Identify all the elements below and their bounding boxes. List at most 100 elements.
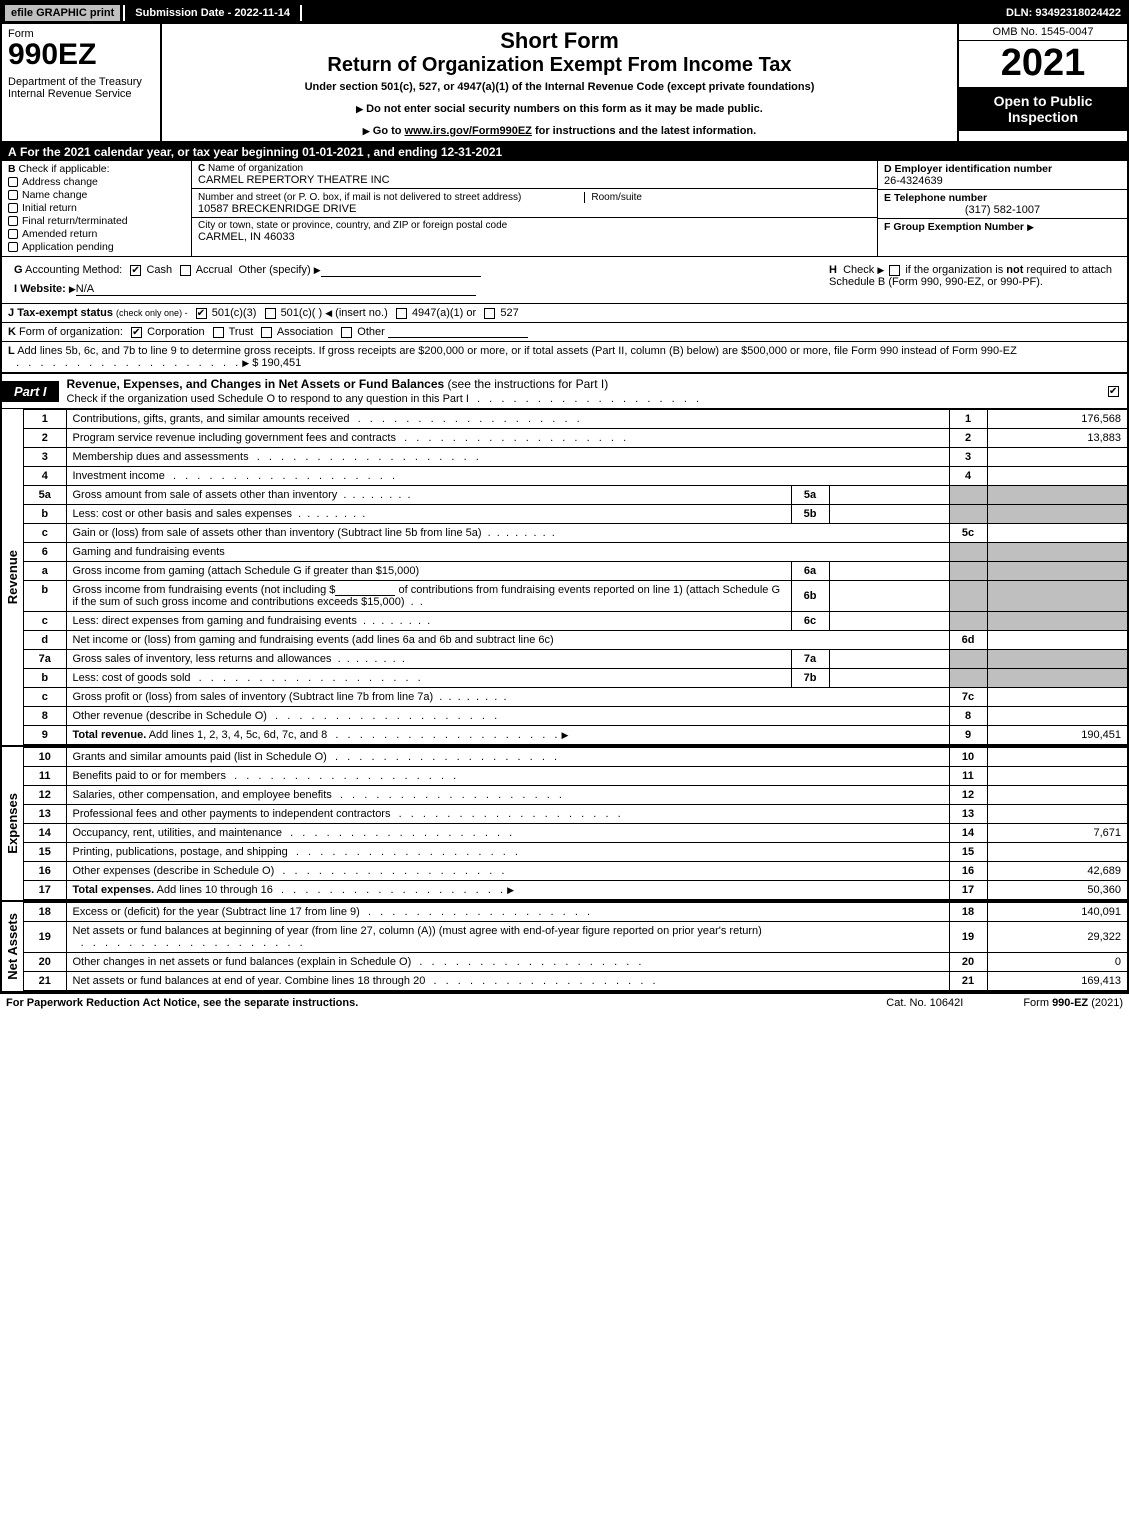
k-trust: Trust [229, 326, 254, 338]
i-website: I Website: N/A [8, 280, 811, 299]
l9-val: 190,451 [987, 726, 1127, 745]
g-cash: Cash [146, 264, 172, 276]
checkbox-501c[interactable] [265, 308, 276, 319]
irs-link[interactable]: www.irs.gov/Form990EZ [405, 125, 532, 137]
ein-value: 26-4324639 [884, 175, 1121, 187]
arrow-icon [877, 264, 884, 276]
form-header: Form 990EZ Department of the Treasury In… [2, 24, 1127, 143]
chk-final[interactable]: Final return/terminated [8, 215, 185, 227]
l7b-box: 7b [791, 669, 829, 688]
opt-initial: Initial return [22, 202, 77, 214]
chk-amended[interactable]: Amended return [8, 228, 185, 240]
i-label: Website: [20, 283, 66, 295]
g-accounting: G Accounting Method: Cash Accrual Other … [2, 257, 817, 303]
checkbox-cash[interactable] [130, 265, 141, 276]
arrow-icon [242, 357, 249, 369]
footer-left: For Paperwork Reduction Act Notice, see … [6, 997, 358, 1009]
c-city-label: City or town, state or province, country… [198, 220, 871, 231]
form-container: efile GRAPHIC print Submission Date - 20… [0, 0, 1129, 993]
chk-pending[interactable]: Application pending [8, 241, 185, 253]
arrow-icon [69, 283, 76, 295]
c-addr-label: Number and street (or P. O. box, if mail… [198, 192, 521, 203]
l16-val: 42,689 [987, 862, 1127, 881]
l12-val [987, 786, 1127, 805]
l5c-val [987, 524, 1127, 543]
line-10: 10Grants and similar amounts paid (list … [24, 748, 1127, 767]
row-l: L Add lines 5b, 6c, and 7b to line 9 to … [2, 341, 1127, 372]
j-label: Tax-exempt status [17, 307, 113, 319]
website-value: N/A [76, 283, 94, 295]
line-6b: bGross income from fundraising events (n… [24, 581, 1127, 612]
checkbox-icon[interactable] [8, 216, 18, 226]
chk-initial[interactable]: Initial return [8, 202, 185, 214]
chk-name[interactable]: Name change [8, 189, 185, 201]
line-12: 12Salaries, other compensation, and empl… [24, 786, 1127, 805]
j-527: 527 [500, 307, 518, 319]
netassets-table: 18Excess or (deficit) for the year (Subt… [24, 902, 1127, 991]
l1-desc: Contributions, gifts, grants, and simila… [73, 413, 350, 425]
line-5b: bLess: cost or other basis and sales exp… [24, 505, 1127, 524]
opt-name: Name change [22, 189, 87, 201]
k-label: Form of organization: [19, 326, 123, 338]
l19-val: 29,322 [987, 922, 1127, 953]
efile-print-button[interactable]: efile GRAPHIC print [4, 4, 121, 22]
topbar: efile GRAPHIC print Submission Date - 20… [2, 2, 1127, 24]
arrow-icon [562, 729, 569, 741]
arrow-icon [507, 884, 514, 896]
line-6d: dNet income or (loss) from gaming and fu… [24, 631, 1127, 650]
header-right: OMB No. 1545-0047 2021 Open to Public In… [957, 24, 1127, 141]
checkbox-icon[interactable] [8, 242, 18, 252]
j-note: (check only one) - [116, 308, 188, 318]
footer-form: Form 990-EZ (2021) [1023, 997, 1123, 1009]
l6c-box: 6c [791, 612, 829, 631]
expenses-label: Expenses [5, 793, 20, 854]
checkbox-trust[interactable] [213, 327, 224, 338]
checkbox-icon[interactable] [8, 190, 18, 200]
checkbox-schedule-o[interactable] [1108, 386, 1119, 397]
omb: OMB No. 1545-0047 [959, 24, 1127, 41]
checkbox-other[interactable] [341, 327, 352, 338]
l18-val: 140,091 [987, 903, 1127, 922]
l20-desc: Other changes in net assets or fund bala… [73, 956, 412, 968]
l5b-desc: Less: cost or other basis and sales expe… [73, 508, 293, 520]
l18-desc: Excess or (deficit) for the year (Subtra… [73, 906, 360, 918]
checkbox-corp[interactable] [131, 327, 142, 338]
tel-label: Telephone number [894, 192, 987, 204]
g-other-input[interactable] [321, 264, 481, 277]
l14-desc: Occupancy, rent, utilities, and maintena… [73, 827, 283, 839]
expenses-vlabel: Expenses [2, 747, 24, 900]
part1-tag: Part I [2, 381, 59, 402]
d-grp: F Group Exemption Number [878, 219, 1127, 235]
arrow-icon [1027, 221, 1034, 233]
j-501c: 501(c)( ) [281, 307, 323, 319]
l10-val [987, 748, 1127, 767]
line-17: 17Total expenses. Add lines 10 through 1… [24, 881, 1127, 900]
l13-val [987, 805, 1127, 824]
checkbox-icon[interactable] [8, 203, 18, 213]
checkbox-icon[interactable] [8, 229, 18, 239]
checkbox-icon[interactable] [8, 177, 18, 187]
checkbox-accrual[interactable] [180, 265, 191, 276]
l2-desc: Program service revenue including govern… [73, 432, 396, 444]
line-6c: cLess: direct expenses from gaming and f… [24, 612, 1127, 631]
org-addr: 10587 BRECKENRIDGE DRIVE [198, 203, 871, 215]
l4-desc: Investment income [73, 470, 165, 482]
line-7c: cGross profit or (loss) from sales of in… [24, 688, 1127, 707]
checkbox-assoc[interactable] [261, 327, 272, 338]
checkbox-527[interactable] [484, 308, 495, 319]
subtitle: Under section 501(c), 527, or 4947(a)(1)… [170, 81, 949, 93]
line-9: 9Total revenue. Add lines 1, 2, 3, 4, 5c… [24, 726, 1127, 745]
line-4: 4Investment income4 [24, 467, 1127, 486]
checkbox-4947[interactable] [396, 308, 407, 319]
arrow-left-icon [325, 307, 332, 319]
l2-val: 13,883 [987, 429, 1127, 448]
year: 2021 [959, 41, 1127, 87]
checkbox-501c3[interactable] [196, 308, 207, 319]
chk-address[interactable]: Address change [8, 176, 185, 188]
title-1: Short Form [170, 28, 949, 54]
checkbox-h[interactable] [889, 265, 900, 276]
dept: Department of the Treasury Internal Reve… [8, 76, 154, 100]
d-tel: E Telephone number (317) 582-1007 [878, 190, 1127, 219]
l5a-box: 5a [791, 486, 829, 505]
line-19: 19Net assets or fund balances at beginni… [24, 922, 1127, 953]
